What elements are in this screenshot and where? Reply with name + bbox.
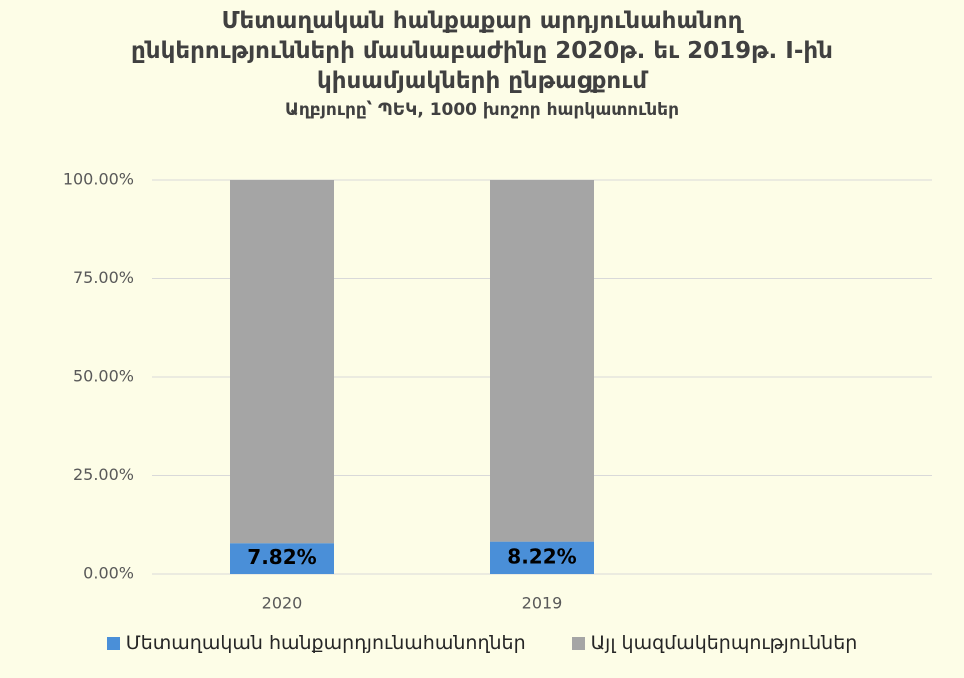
bar-segment [490,180,594,542]
chart-subtitle: Աղբյուրը՝ ՊԵԿ, 1000 խոշոր հարկատուներ [285,100,679,120]
legend-label: Մետաղական հանքարդյունահանողներ [125,632,526,654]
y-tick-label: 50.00% [73,367,134,386]
y-tick-label: 100.00% [63,170,134,189]
legend-swatch [106,636,120,650]
data-label: 8.22% [507,544,576,568]
legend: Մետաղական հանքարդյունահանողներ Այլ կազմակ… [0,632,964,654]
bar-segment [490,541,594,574]
chart-title: Մետաղական հանքաքար արդյունահանող ընկերու… [131,8,833,94]
y-tick-label: 75.00% [73,268,134,287]
y-tick-label: 25.00% [73,465,134,484]
x-tick-label: 2019 [522,594,563,613]
y-tick-label: 0.00% [83,564,134,583]
legend-item: Այլ կազմակերպություններ [571,632,858,654]
legend-swatch [571,636,585,650]
bar-segment [230,180,334,544]
legend-label: Այլ կազմակերպություններ [590,632,858,654]
bar-segment [230,543,334,574]
legend-item: Մետաղական հանքարդյունահանողներ [106,632,526,654]
data-label: 7.82% [247,545,316,569]
x-tick-label: 2020 [262,594,303,613]
